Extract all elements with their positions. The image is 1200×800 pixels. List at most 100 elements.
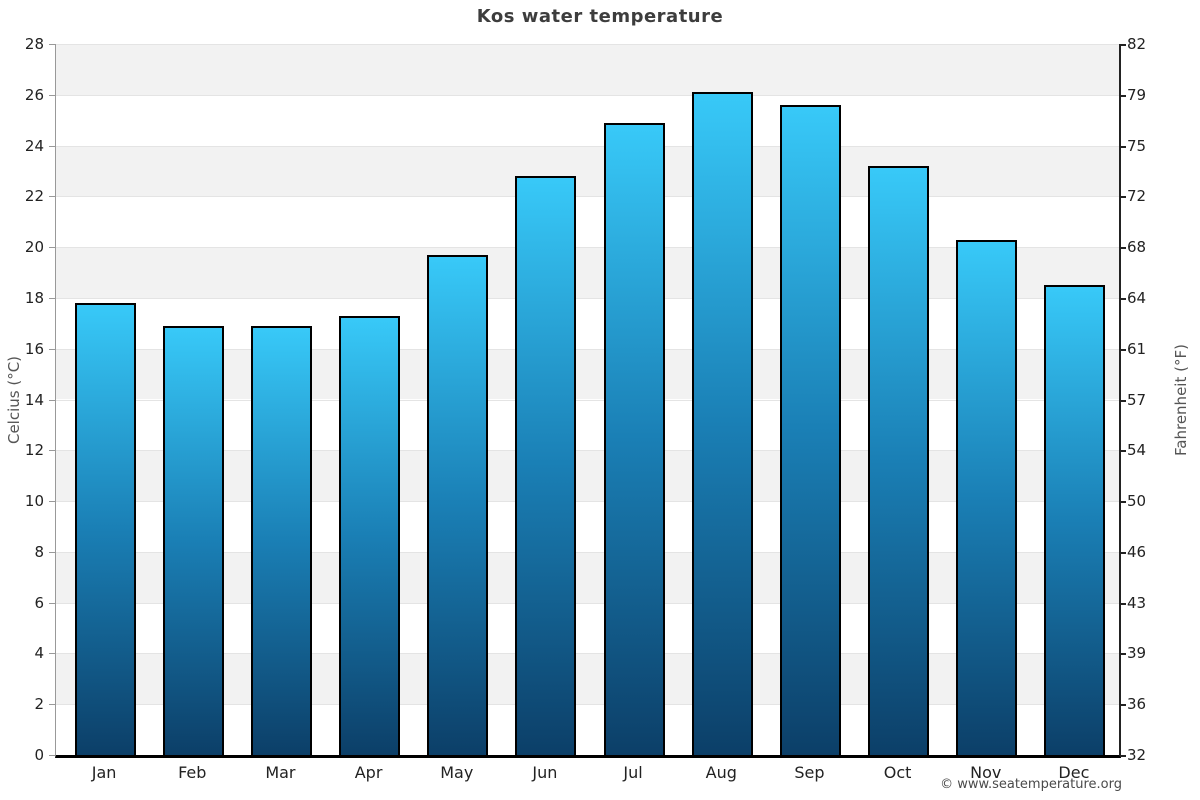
fahrenheit-tick-label: 36 [1127, 695, 1147, 714]
fahrenheit-tick-label: 75 [1127, 136, 1147, 155]
plot-band [56, 94, 1119, 146]
bar-dec [1044, 285, 1106, 755]
fahrenheit-tick-mark [1120, 501, 1126, 504]
fahrenheit-tick-mark [1120, 94, 1126, 97]
celsius-tick-mark [49, 602, 55, 604]
fahrenheit-tick-mark [1120, 44, 1126, 46]
celsius-tick-label: 14 [24, 390, 44, 409]
fahrenheit-tick-label: 72 [1127, 187, 1147, 206]
y-axis-title-fahrenheit: Fahrenheit (°F) [1172, 344, 1190, 456]
plot-band [56, 450, 1119, 502]
gridline [56, 297, 1119, 299]
plot-band [56, 297, 1119, 349]
celsius-tick-label: 10 [24, 492, 44, 511]
x-tick-label-sep: Sep [794, 763, 825, 782]
fahrenheit-tick-label: 46 [1127, 542, 1147, 561]
fahrenheit-tick-mark [1120, 297, 1126, 300]
fahrenheit-tick-mark [1120, 145, 1126, 148]
celsius-tick-mark [49, 297, 55, 299]
fahrenheit-tick-label: 43 [1127, 593, 1147, 612]
bar-nov [956, 239, 1018, 755]
bar-apr [339, 315, 401, 755]
celsius-tick-mark [49, 145, 55, 147]
celsius-tick-mark [49, 704, 55, 706]
fahrenheit-tick-mark [1120, 399, 1126, 402]
gridline [56, 704, 1119, 706]
celsius-tick-label: 12 [24, 441, 44, 460]
celsius-tick-mark [49, 348, 55, 350]
celsius-tick-label: 4 [34, 644, 44, 663]
fahrenheit-tick-label: 64 [1127, 288, 1147, 307]
fahrenheit-tick-label: 57 [1127, 390, 1147, 409]
plot-band [56, 501, 1119, 552]
celsius-tick-label: 18 [24, 288, 44, 307]
bar-jul [603, 122, 665, 755]
x-tick-label-jul: Jul [623, 763, 643, 782]
plot-band [56, 196, 1119, 248]
plot-band [56, 653, 1119, 705]
celsius-tick-label: 16 [24, 339, 44, 358]
bar-may [427, 254, 489, 755]
celsius-tick-label: 2 [34, 695, 44, 714]
plot-band [56, 602, 1119, 654]
fahrenheit-tick-mark [1120, 602, 1126, 605]
celsius-tick-mark [49, 755, 55, 756]
gridline [56, 602, 1119, 604]
plot-band [56, 145, 1119, 197]
gridline [56, 653, 1119, 655]
x-tick-label-jan: Jan [91, 763, 117, 782]
x-tick-label-aug: Aug [705, 763, 737, 782]
bar-jan [74, 303, 136, 755]
fahrenheit-tick-mark [1120, 704, 1126, 707]
plot-band [56, 399, 1119, 451]
fahrenheit-tick-label: 79 [1127, 85, 1147, 104]
celsius-tick-label: 20 [24, 238, 44, 257]
celsius-tick-mark [49, 44, 55, 45]
plot-band [56, 247, 1119, 298]
x-tick-label-feb: Feb [178, 763, 207, 782]
plot-band [56, 704, 1119, 755]
fahrenheit-tick-label: 54 [1127, 441, 1147, 460]
chart-title: Kos water temperature [476, 6, 724, 27]
gridline [56, 399, 1119, 401]
gridline [56, 44, 1119, 45]
plot-band [56, 44, 1119, 95]
fahrenheit-tick-label: 32 [1127, 746, 1147, 764]
celsius-tick-mark [49, 196, 55, 198]
celsius-tick-mark [49, 450, 55, 452]
celsius-tick-label: 0 [34, 746, 44, 764]
x-tick-label-may: May [440, 763, 474, 782]
x-tick-label-nov: Nov [970, 763, 1002, 782]
x-tick-label-dec: Dec [1058, 763, 1090, 782]
fahrenheit-tick-label: 82 [1127, 35, 1147, 53]
gridline [56, 551, 1119, 553]
fahrenheit-tick-label: 68 [1127, 238, 1147, 257]
fahrenheit-tick-mark [1120, 653, 1126, 656]
gridline [56, 145, 1119, 147]
gridline [56, 450, 1119, 452]
celsius-tick-mark [49, 653, 55, 655]
celsius-tick-label: 6 [34, 593, 44, 612]
celsius-tick-mark [49, 399, 55, 401]
fahrenheit-tick-mark [1120, 755, 1126, 757]
fahrenheit-tick-label: 50 [1127, 492, 1147, 511]
x-tick-label-mar: Mar [265, 763, 296, 782]
gridline [56, 348, 1119, 350]
bar-jun [515, 176, 577, 755]
x-tick-label-apr: Apr [354, 763, 383, 782]
fahrenheit-tick-label: 39 [1127, 644, 1147, 663]
gridline [56, 501, 1119, 503]
fahrenheit-tick-mark [1120, 196, 1126, 199]
gridline [56, 94, 1119, 96]
bar-mar [250, 325, 312, 755]
celsius-tick-label: 22 [24, 187, 44, 206]
celsius-tick-mark [49, 501, 55, 503]
fahrenheit-tick-mark [1120, 551, 1126, 554]
plot-area [55, 44, 1121, 758]
celsius-tick-mark [49, 551, 55, 553]
fahrenheit-tick-label: 61 [1127, 339, 1147, 358]
bar-sep [779, 104, 841, 755]
gridline [56, 196, 1119, 198]
bar-feb [162, 325, 224, 755]
